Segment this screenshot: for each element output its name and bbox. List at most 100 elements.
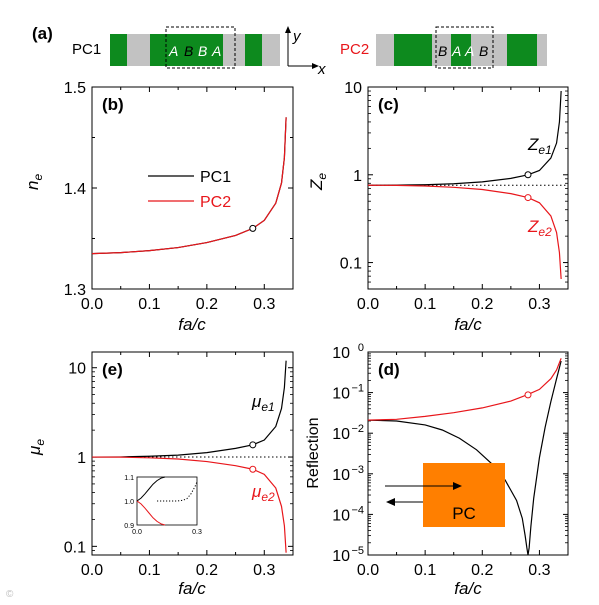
- series-label-ze1: Ze1: [527, 135, 552, 157]
- pc1-cell-letter: A: [211, 43, 221, 59]
- y-tick-label: 0.1: [340, 256, 362, 273]
- x-tick-label: 0.1: [138, 296, 160, 313]
- pc2-strip: B A A B: [376, 26, 547, 69]
- legend: PC1 PC2: [148, 169, 231, 211]
- pc1-strip: A B B A: [110, 26, 280, 69]
- pc-slab: [423, 463, 505, 527]
- incident-arrowhead: [453, 482, 462, 490]
- y-tick-label: 10: [332, 386, 350, 403]
- series-label-subscript: e1: [538, 143, 551, 157]
- y-tick-label: 10: [332, 426, 350, 443]
- pc-slab-label: PC: [452, 504, 476, 523]
- panel-label: (e): [102, 360, 123, 379]
- x-tick-label: 0.3: [528, 562, 550, 579]
- pc2-structure-label: PC2: [340, 41, 369, 58]
- pc1-structure-label: PC1: [72, 41, 101, 58]
- pc1-green-layer: [245, 34, 262, 66]
- plot-frame: [91, 351, 294, 556]
- series-line-pc2: [367, 358, 562, 421]
- x-axis-label: fa/c: [178, 579, 206, 598]
- y-tick-label: 1.4: [64, 181, 86, 198]
- y-tick-label: 10: [332, 467, 350, 484]
- open-circle-marker: [249, 224, 257, 232]
- x-tick-label: 0.3: [253, 296, 275, 313]
- y-axis-label-subscript: e: [33, 439, 47, 446]
- x-tick-label: 0.3: [528, 296, 550, 313]
- y-axis-arrowhead: [285, 26, 291, 33]
- x-tick-label: 0.0: [81, 562, 103, 579]
- series-label-main: μ: [251, 482, 262, 501]
- y-axis-label-main: Z: [307, 179, 326, 191]
- pc2-cell-letter: B: [479, 43, 488, 59]
- series-label-subscript: e1: [261, 400, 274, 414]
- y-tick-base: 10: [332, 507, 350, 524]
- series-label-main: Z: [527, 135, 539, 154]
- series-line-pc1: [91, 117, 287, 255]
- x-axis-label: fa/c: [454, 579, 482, 598]
- legend-entry-pc1: PC1: [200, 169, 231, 186]
- coordinate-axes: y x: [285, 26, 326, 78]
- y-tick-label: 1: [353, 168, 362, 185]
- x-tick-label: 0.1: [138, 562, 160, 579]
- series-label-main: μ: [251, 392, 262, 411]
- data-markers: [249, 224, 257, 232]
- open-circle-marker: [249, 465, 257, 473]
- panel-label: (d): [378, 360, 400, 379]
- y-tick-label: 10: [344, 80, 362, 97]
- pc2-cell-letter: B: [438, 43, 447, 59]
- data-curves: [367, 358, 562, 556]
- reflected-arrowhead: [386, 498, 395, 506]
- open-circle-marker: [524, 391, 532, 399]
- chart-c-impedance: 0.0 0.1 0.2 0.3 0.1 1 10 (c) Ze fa/c Ze1 Ze2: [307, 80, 569, 334]
- inset-y-tick-label: 1.0: [124, 499, 134, 506]
- x-axis-arrowhead: [312, 63, 319, 69]
- y-tick-label: 0.1: [64, 539, 86, 556]
- pc1-green-layer: [150, 34, 223, 66]
- y-tick-label: 10: [332, 507, 350, 524]
- pc2-green-layer: [507, 34, 537, 66]
- y-axis-label-main: μ: [25, 445, 44, 456]
- inset-x-tick-label: 0.0: [132, 529, 142, 536]
- axis-y-label: y: [292, 28, 302, 45]
- x-tick-label: 0.2: [196, 562, 218, 579]
- data-curves: [91, 360, 287, 553]
- plot-frame: [91, 86, 294, 290]
- y-axis-label: μe: [25, 439, 47, 456]
- plot-frame: [367, 351, 569, 556]
- y-tick-exponent: −1: [351, 383, 364, 395]
- y-axis-label-subscript: e: [31, 174, 45, 181]
- y-axis-label: Ze: [307, 173, 329, 191]
- x-axis-label: fa/c: [454, 315, 482, 334]
- data-curves: [367, 90, 562, 280]
- open-circle-marker: [249, 441, 257, 449]
- open-circle-marker: [524, 194, 532, 202]
- y-tick-exponent: −4: [351, 504, 364, 516]
- x-tick-label: 0.2: [471, 296, 493, 313]
- series-label-main: Z: [527, 217, 539, 236]
- series-label-mue2: μe2: [251, 482, 275, 504]
- inset-chart: 0.9 1.0 1.1 0.0 0.3: [124, 475, 202, 536]
- inset-y-tick-label: 1.1: [124, 475, 134, 482]
- pc1-cell-letter: B: [198, 43, 207, 59]
- y-tick-base: 10: [332, 548, 350, 565]
- x-tick-label: 0.3: [253, 562, 275, 579]
- series-line-mu-e2: [91, 456, 287, 553]
- pc2-cell-letter: A: [464, 43, 474, 59]
- x-tick-label: 0.0: [357, 562, 379, 579]
- inset-x-tick-label: 0.3: [192, 529, 202, 536]
- pc2-cell-letter: A: [451, 43, 461, 59]
- data-curves: [91, 117, 287, 255]
- y-tick-exponent: −2: [351, 423, 364, 435]
- y-tick-label: 10: [68, 361, 86, 378]
- data-markers: [524, 391, 532, 399]
- series-line-z-e1: [367, 90, 562, 186]
- series-line-pc1: [367, 360, 562, 556]
- pc2-green-layer: [394, 34, 432, 66]
- y-tick-base: 10: [332, 386, 350, 403]
- y-tick-label: 1.3: [64, 282, 86, 299]
- chart-b-refractive-index: 0.0 0.1 0.2 0.3 1.3 1.4 1.5 (b) ne fa/c PC1 PC…: [23, 80, 294, 334]
- inset-y-tick-label: 0.9: [124, 523, 134, 530]
- y-tick-base: 10: [332, 467, 350, 484]
